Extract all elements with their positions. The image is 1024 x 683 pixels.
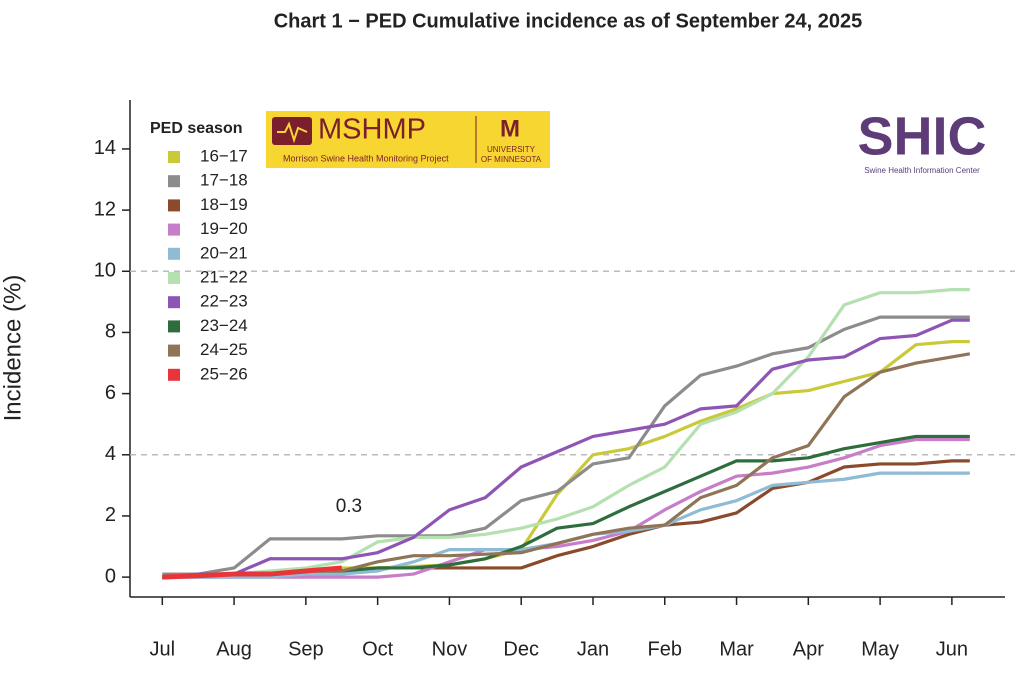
- legend-swatch: [168, 368, 180, 381]
- logo-m: M: [500, 115, 520, 142]
- legend-label: 25−26: [200, 364, 248, 383]
- x-tick-label: Dec: [503, 638, 539, 660]
- legend-label: 16−17: [200, 146, 248, 165]
- legend-swatch: [168, 223, 180, 236]
- legend-swatch: [168, 296, 180, 309]
- legend-swatch: [168, 344, 180, 357]
- y-axis-label: Incidence (%): [0, 275, 26, 422]
- series-line: [162, 437, 970, 579]
- series-line: [162, 315, 970, 576]
- logo-text: MSHMP: [318, 114, 426, 146]
- y-tick-label: 6: [105, 382, 116, 404]
- chart-title: Chart 1 − PED Cumulative incidence as of…: [274, 10, 863, 32]
- annotation: 0.3: [336, 496, 362, 517]
- y-tick-label: 10: [94, 260, 116, 282]
- x-tick-label: Mar: [719, 638, 754, 660]
- logo-subtitle: Morrison Swine Health Monitoring Project: [283, 153, 449, 163]
- y-tick-label: 0: [105, 565, 116, 587]
- x-tick-label: Jun: [936, 638, 968, 660]
- legend-label: 17−18: [200, 171, 248, 190]
- legend-swatch: [168, 199, 180, 212]
- legend-title: PED season: [150, 120, 242, 137]
- shic-logo: SHIC Swine Health Information Center: [857, 106, 986, 175]
- x-tick-label: Aug: [216, 638, 252, 660]
- series-line: [162, 471, 970, 579]
- x-tick-label: Oct: [362, 638, 394, 660]
- legend-label: 18−19: [200, 195, 248, 214]
- legend-label: 21−22: [200, 267, 248, 286]
- legend-label: 19−20: [200, 219, 248, 238]
- logo-text: SHIC: [857, 106, 986, 166]
- logo-icon: [277, 121, 308, 144]
- y-tick-label: 4: [105, 443, 116, 465]
- series-line: [162, 565, 342, 580]
- logo-subtitle: Swine Health Information Center: [864, 166, 980, 175]
- legend-label: 23−24: [200, 316, 248, 335]
- logo-text: OF MINNESOTA: [481, 155, 542, 164]
- logo-background: [266, 111, 550, 168]
- y-tick-label: 12: [94, 198, 116, 220]
- series-line: [162, 318, 970, 579]
- mshmp-logo: MSHMP Morrison Swine Health Monitoring P…: [266, 111, 550, 168]
- series-line: [162, 288, 970, 579]
- legend-label: 20−21: [200, 243, 248, 262]
- x-tick-label: Apr: [793, 638, 824, 660]
- x-tick-label: May: [861, 638, 899, 660]
- legend-label: 24−25: [200, 340, 248, 359]
- x-tick-label: Feb: [648, 638, 682, 660]
- legend-swatch: [168, 320, 180, 333]
- legend-swatch: [168, 272, 180, 284]
- legend-swatch: [168, 175, 180, 188]
- logo-text: UNIVERSITY: [487, 145, 536, 154]
- x-tick-label: Jul: [150, 638, 176, 660]
- y-tick-label: 14: [94, 137, 116, 159]
- x-tick-label: Sep: [288, 638, 324, 660]
- x-tick-label: Nov: [432, 638, 468, 660]
- y-tick-label: 8: [105, 321, 116, 343]
- x-tick-label: Jan: [577, 638, 609, 660]
- legend-label: 22−23: [200, 292, 248, 311]
- legend-swatch: [168, 151, 180, 163]
- y-tick-label: 2: [105, 504, 116, 526]
- legend-swatch: [168, 247, 180, 260]
